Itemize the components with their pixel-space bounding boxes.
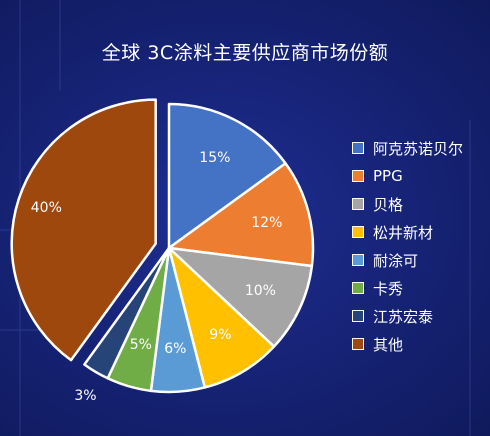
legend-swatch (352, 226, 364, 238)
legend-item: 松井新材 (352, 218, 463, 246)
data-label: 40% (31, 200, 62, 216)
legend-item: 江苏宏泰 (352, 302, 463, 330)
legend-swatch (352, 198, 364, 210)
data-label: 3% (74, 388, 96, 404)
data-label: 10% (245, 283, 276, 299)
legend-label: 贝格 (373, 195, 404, 214)
pie-slice (10, 98, 157, 362)
legend-item: 耐涂可 (352, 246, 463, 274)
pie-slice (83, 246, 171, 380)
data-label: 9% (209, 327, 231, 343)
legend-swatch (352, 254, 364, 266)
legend-swatch (352, 282, 364, 294)
data-label: 15% (199, 150, 230, 166)
legend-item: 其他 (352, 330, 463, 358)
data-label: 6% (164, 341, 186, 357)
legend-swatch (352, 310, 364, 322)
pie-slice (167, 246, 314, 348)
pie-slice (167, 102, 287, 250)
chart-legend: 阿克苏诺贝尔 PPG 贝格松井新材耐涂可卡秀江苏宏泰其他 (352, 134, 463, 358)
legend-label: PPG (373, 167, 403, 185)
pie-slice (167, 162, 315, 268)
legend-swatch (352, 142, 364, 154)
legend-item: 阿克苏诺贝尔 (352, 134, 463, 162)
legend-label: 卡秀 (373, 279, 404, 298)
legend-label: 阿克苏诺贝尔 (373, 139, 464, 158)
legend-swatch (352, 338, 364, 350)
legend-swatch (352, 170, 364, 182)
pie-slice (167, 246, 276, 389)
data-label: 5% (130, 337, 152, 353)
legend-label: 松井新材 (373, 223, 434, 242)
legend-label: 耐涂可 (373, 251, 419, 270)
legend-label: 江苏宏泰 (373, 307, 434, 326)
legend-item: PPG (352, 162, 463, 190)
legend-label: 其他 (373, 335, 404, 354)
data-label: 12% (251, 215, 282, 231)
chart-title: 全球 3C涂料主要供应商市场份额 (101, 42, 389, 64)
legend-item: 贝格 (352, 190, 463, 218)
legend-item: 卡秀 (352, 274, 463, 302)
